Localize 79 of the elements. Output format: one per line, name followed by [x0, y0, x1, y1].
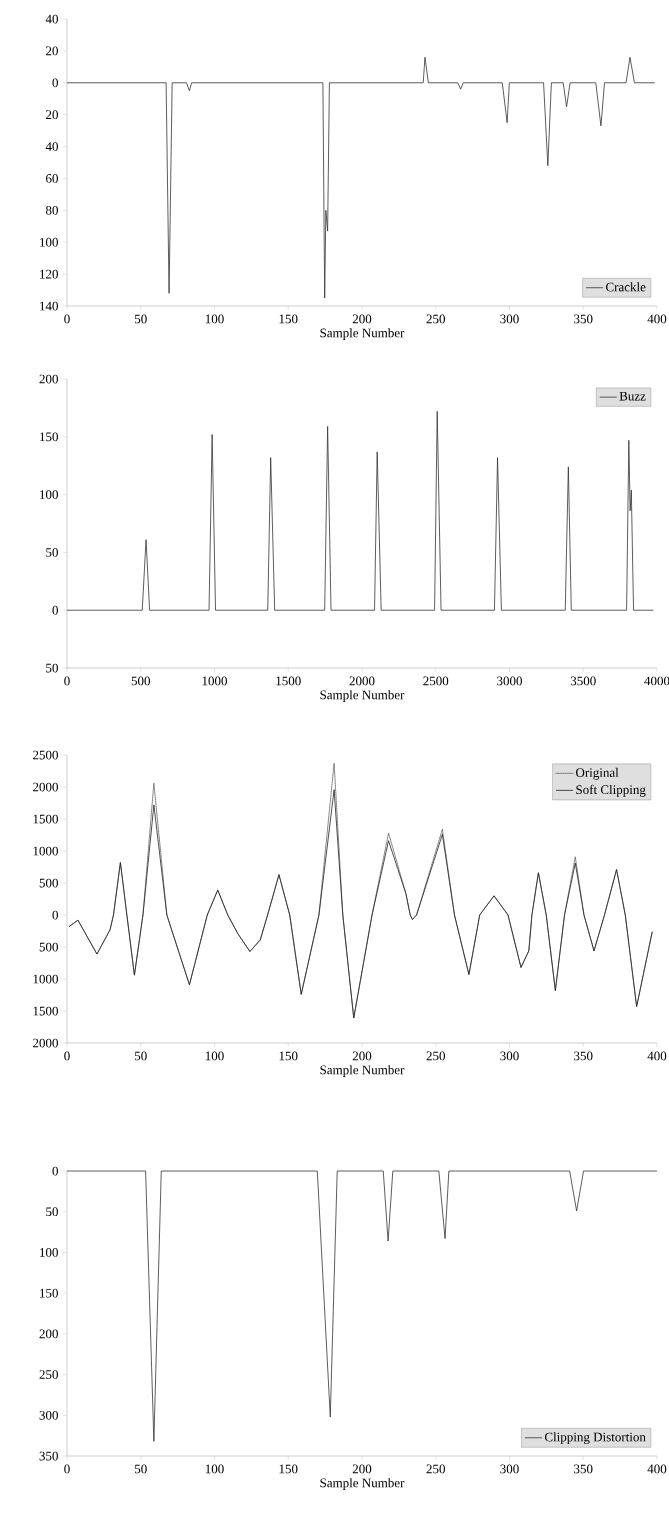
y-tick-label: 1000 [33, 974, 58, 984]
x-tick-label: 100 [205, 1051, 224, 1061]
x-axis-title: Sample Number [320, 690, 405, 702]
x-axis-title: Sample Number [320, 1478, 405, 1490]
x-tick-label: 0 [64, 1051, 70, 1061]
x-tick-label: 500 [131, 676, 150, 686]
x-tick-label: 0 [64, 676, 70, 686]
y-tick-label: 40 [45, 14, 58, 24]
x-tick-label: 300 [500, 1051, 519, 1061]
legend-label: Clipping Distortion [544, 1432, 646, 1445]
x-tick-label: 1500 [276, 676, 301, 686]
y-tick-label: 350 [39, 1451, 58, 1461]
x-tick-label: 150 [279, 1464, 298, 1474]
x-tick-label: 300 [500, 314, 519, 324]
x-tick-label: 250 [426, 1051, 445, 1061]
y-tick-label: 0 [52, 605, 58, 615]
y-tick-label: 300 [39, 1410, 58, 1420]
y-tick-label: 20 [46, 110, 58, 120]
x-tick-label: 0 [64, 1464, 70, 1474]
y-tick-label: 500 [39, 942, 58, 952]
x-tick-label: 3000 [497, 676, 522, 686]
y-tick-label: 0 [52, 910, 58, 920]
y-tick-label: 120 [40, 269, 58, 279]
x-tick-label: 350 [574, 1051, 593, 1061]
x-tick-label: 250 [426, 314, 445, 324]
y-tick-label: 2000 [33, 782, 58, 792]
legend-label: Crackle [606, 282, 646, 292]
x-tick-label: 50 [135, 314, 147, 324]
x-tick-label: 0 [64, 314, 70, 324]
x-tick-label: 150 [279, 1051, 298, 1061]
y-tick-label: 500 [39, 878, 58, 888]
y-tick-label: 200 [39, 374, 58, 384]
y-tick-label: 50 [46, 663, 58, 673]
x-tick-label: 200 [352, 314, 372, 324]
x-tick-label: 400 [647, 1051, 667, 1061]
x-tick-label: 50 [135, 1464, 147, 1474]
y-tick-label: 2500 [33, 750, 58, 760]
x-tick-label: 400 [647, 1464, 667, 1474]
y-tick-label: 2000 [33, 1038, 58, 1048]
y-tick-label: 100 [40, 1248, 58, 1257]
x-tick-label: 1000 [202, 676, 227, 686]
y-tick-label: 1500 [33, 1006, 58, 1016]
y-tick-label: 200 [39, 1329, 58, 1339]
y-tick-label: 0 [52, 1166, 58, 1176]
x-tick-label: 150 [279, 314, 298, 324]
x-tick-label: 4000 [644, 676, 669, 686]
y-tick-label: 50 [46, 1207, 58, 1217]
legend-label: Buzz [619, 391, 646, 401]
y-tick-label: 150 [40, 432, 58, 442]
x-tick-label: 350 [574, 314, 593, 324]
legend-label: Original [576, 767, 619, 780]
x-tick-label: 50 [135, 1051, 147, 1061]
x-tick-label: 400 [647, 314, 667, 324]
x-tick-label: 300 [500, 1464, 519, 1474]
x-tick-label: 2000 [349, 676, 375, 686]
y-tick-label: 80 [45, 205, 58, 215]
x-tick-label: 100 [205, 1464, 224, 1474]
y-tick-label: 140 [40, 301, 58, 311]
x-tick-label: 250 [426, 1464, 445, 1474]
y-tick-label: 20 [46, 46, 58, 56]
x-tick-label: 350 [574, 1464, 593, 1474]
y-tick-label: 1000 [33, 846, 58, 856]
y-tick-label: 50 [46, 548, 58, 557]
x-tick-label: 2500 [423, 676, 449, 686]
legend-label: Soft Clipping [576, 784, 646, 797]
y-tick-label: 250 [39, 1370, 58, 1379]
x-tick-label: 200 [352, 1051, 372, 1061]
y-tick-label: 60 [46, 174, 58, 183]
x-tick-label: 200 [352, 1464, 372, 1474]
x-tick-label: 3500 [570, 676, 596, 686]
x-axis-title: Sample Number [320, 1065, 405, 1077]
y-tick-label: 0 [52, 78, 58, 88]
x-axis-title: Sample Number [320, 328, 405, 340]
x-tick-label: 100 [205, 314, 224, 324]
y-tick-label: 40 [45, 142, 58, 151]
y-tick-label: 150 [40, 1288, 58, 1298]
y-tick-label: 100 [40, 237, 58, 247]
y-tick-label: 100 [40, 490, 58, 499]
y-tick-label: 1500 [33, 814, 58, 824]
